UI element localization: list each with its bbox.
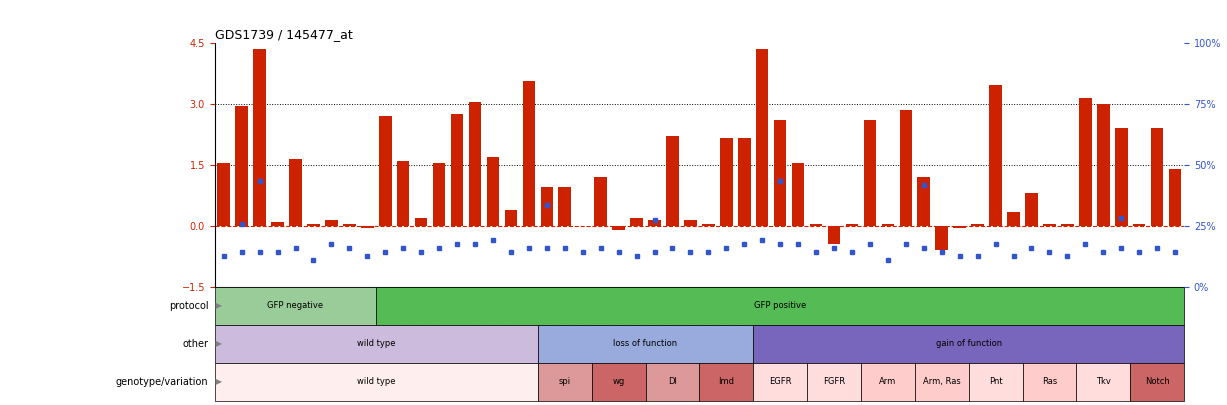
- Bar: [685, 220, 697, 226]
- Bar: [861, 363, 915, 401]
- Bar: [1076, 363, 1130, 401]
- Text: Notch: Notch: [1145, 377, 1169, 386]
- Bar: [791, 163, 805, 226]
- Bar: [558, 187, 571, 226]
- Bar: [271, 222, 283, 226]
- Bar: [756, 49, 768, 226]
- Text: GDS1739 / 145477_at: GDS1739 / 145477_at: [215, 28, 352, 41]
- Bar: [253, 49, 266, 226]
- Bar: [487, 157, 499, 226]
- Bar: [1169, 169, 1182, 226]
- Bar: [899, 110, 912, 226]
- Bar: [433, 163, 445, 226]
- Bar: [972, 224, 984, 226]
- Text: Arm: Arm: [880, 377, 897, 386]
- Bar: [666, 136, 679, 226]
- Bar: [1022, 363, 1076, 401]
- Text: GFP negative: GFP negative: [267, 301, 324, 310]
- Bar: [325, 220, 337, 226]
- Text: protocol: protocol: [169, 301, 209, 311]
- Text: ▶: ▶: [213, 301, 222, 310]
- Bar: [1133, 224, 1146, 226]
- Text: ▶: ▶: [213, 377, 222, 386]
- Text: Tkv: Tkv: [1096, 377, 1110, 386]
- Text: loss of function: loss of function: [614, 339, 677, 348]
- Bar: [968, 363, 1022, 401]
- Text: Ras: Ras: [1042, 377, 1056, 386]
- Bar: [415, 217, 427, 226]
- Text: Pnt: Pnt: [989, 377, 1002, 386]
- Bar: [753, 363, 807, 401]
- Bar: [1026, 193, 1038, 226]
- Bar: [215, 363, 537, 401]
- Bar: [953, 226, 966, 228]
- Text: spi: spi: [558, 377, 571, 386]
- Bar: [753, 325, 1184, 363]
- Bar: [915, 363, 968, 401]
- Text: Dl: Dl: [667, 377, 677, 386]
- Bar: [631, 217, 643, 226]
- Bar: [217, 163, 229, 226]
- Bar: [377, 287, 1184, 325]
- Bar: [537, 363, 591, 401]
- Bar: [612, 226, 625, 230]
- Bar: [989, 85, 1002, 226]
- Bar: [469, 102, 481, 226]
- Bar: [361, 226, 373, 228]
- Bar: [810, 224, 822, 226]
- Text: other: other: [183, 339, 209, 349]
- Bar: [450, 114, 464, 226]
- Bar: [537, 325, 753, 363]
- Text: gain of function: gain of function: [935, 339, 1001, 348]
- Text: genotype/variation: genotype/variation: [117, 377, 209, 387]
- Bar: [290, 159, 302, 226]
- Bar: [307, 224, 320, 226]
- Bar: [236, 106, 248, 226]
- Bar: [1130, 363, 1184, 401]
- Bar: [864, 120, 876, 226]
- Bar: [541, 187, 553, 226]
- Bar: [1007, 211, 1020, 226]
- Bar: [379, 116, 391, 226]
- Bar: [1151, 128, 1163, 226]
- Bar: [881, 224, 894, 226]
- Text: wild type: wild type: [357, 339, 395, 348]
- Bar: [591, 363, 645, 401]
- Bar: [935, 226, 948, 250]
- Text: Imd: Imd: [718, 377, 734, 386]
- Bar: [699, 363, 753, 401]
- Bar: [845, 224, 858, 226]
- Bar: [807, 363, 861, 401]
- Text: GFP positive: GFP positive: [755, 301, 806, 310]
- Bar: [344, 224, 356, 226]
- Bar: [215, 325, 537, 363]
- Bar: [737, 138, 751, 226]
- Bar: [1097, 104, 1109, 226]
- Bar: [774, 120, 787, 226]
- Bar: [1043, 224, 1055, 226]
- Bar: [215, 287, 377, 325]
- Bar: [1115, 128, 1128, 226]
- Bar: [720, 138, 733, 226]
- Text: Arm, Ras: Arm, Ras: [923, 377, 961, 386]
- Bar: [396, 161, 410, 226]
- Bar: [645, 363, 699, 401]
- Bar: [702, 224, 714, 226]
- Bar: [523, 81, 535, 226]
- Bar: [918, 177, 930, 226]
- Text: wild type: wild type: [357, 377, 395, 386]
- Text: EGFR: EGFR: [769, 377, 791, 386]
- Text: ▶: ▶: [213, 339, 222, 348]
- Bar: [504, 209, 518, 226]
- Bar: [828, 226, 840, 244]
- Bar: [1061, 224, 1074, 226]
- Bar: [1079, 98, 1092, 226]
- Bar: [648, 220, 661, 226]
- Bar: [594, 177, 607, 226]
- Text: FGFR: FGFR: [823, 377, 845, 386]
- Text: wg: wg: [612, 377, 625, 386]
